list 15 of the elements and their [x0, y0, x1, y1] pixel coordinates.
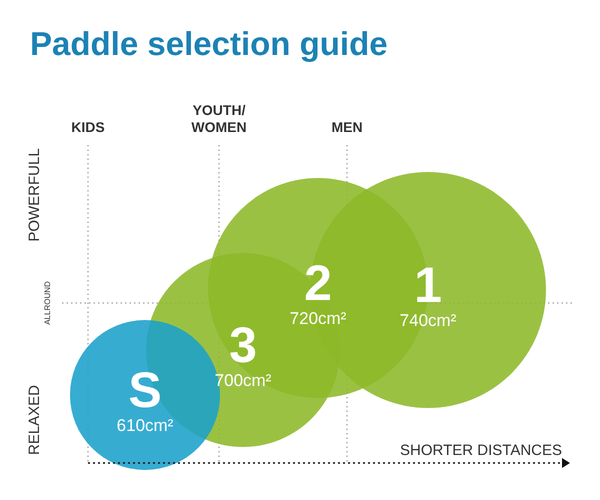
- text: SHORTER DISTANCES: [400, 442, 562, 459]
- text: ALLROUND: [43, 281, 52, 325]
- text: KIDS: [71, 119, 105, 135]
- category-label: 3: [229, 317, 257, 373]
- category-label: 1: [414, 257, 442, 313]
- text: MEN: [331, 119, 363, 135]
- data-label: 740cm²: [400, 311, 457, 330]
- data-label: 610cm²: [116, 416, 174, 435]
- text: Paddle selection guide: [30, 25, 388, 62]
- category-label: S: [128, 362, 162, 418]
- category-label: 2: [304, 255, 332, 311]
- text: POWERFULL: [26, 148, 44, 242]
- text: YOUTH/WOMEN: [191, 102, 247, 135]
- text: RELAXED: [26, 384, 44, 456]
- data-label: 720cm²: [290, 309, 347, 328]
